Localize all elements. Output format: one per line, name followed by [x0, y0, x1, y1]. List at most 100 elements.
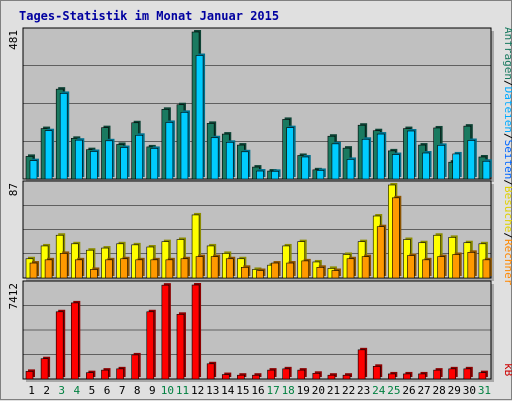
bar-rechner-day-5: [90, 269, 98, 279]
bar-dateien-day-27: [422, 152, 430, 180]
bar-rechner-day-22: [346, 258, 355, 279]
x-tick-label-day-22: 22: [342, 384, 355, 397]
bar-rechner-day-13: [210, 256, 219, 279]
bar-kb-day-31: [478, 372, 487, 380]
x-tick-label-day-21: 21: [327, 384, 340, 397]
bar-kb-day-13: [206, 363, 215, 380]
bar-kb-day-24: [372, 366, 381, 380]
x-tick-label-day-15: 15: [236, 384, 249, 397]
x-tick-label-day-27: 27: [417, 384, 430, 397]
x-tick-label-day-12: 12: [191, 384, 204, 397]
bar-rechner-day-9: [150, 259, 159, 279]
bar-dateien-day-4: [74, 139, 83, 180]
bar-kb-day-9: [146, 311, 155, 380]
side-legend-segment: /: [502, 80, 512, 87]
bar-kb-day-7: [116, 368, 124, 380]
bar-kb-day-18: [282, 368, 290, 380]
bar-kb-day-30: [463, 368, 472, 380]
x-tick-label-day-13: 13: [206, 384, 219, 397]
x-tick-label-day-16: 16: [251, 384, 264, 397]
bar-kb-day-14: [221, 374, 230, 380]
x-tick-label-day-20: 20: [312, 384, 325, 397]
bar-kb-day-20: [312, 372, 321, 380]
bar-dateien-day-17: [271, 171, 279, 180]
x-tick-label-day-28: 28: [433, 384, 446, 397]
bar-dateien-day-16: [256, 170, 264, 180]
side-legend-segment: Seiten: [502, 140, 512, 180]
x-tick-label-day-25: 25: [387, 384, 400, 397]
bar-kb-day-29: [448, 368, 457, 380]
side-legend-segment: Rechner: [502, 239, 512, 286]
bar-rechner-day-1: [29, 262, 38, 279]
bar-rechner-day-31: [482, 259, 491, 279]
x-tick-label-day-19: 19: [297, 384, 310, 397]
bar-kb-day-17: [267, 369, 275, 380]
bar-kb-day-8: [131, 354, 139, 380]
bar-kb-day-11: [176, 314, 185, 380]
side-legend-segment: Anfragen: [502, 27, 512, 80]
bar-kb-day-27: [418, 373, 426, 380]
bar-dateien-day-9: [150, 148, 159, 180]
x-tick-label-day-14: 14: [221, 384, 235, 397]
bar-rechner-day-16: [256, 270, 264, 279]
bar-dateien-day-8: [135, 134, 143, 180]
x-tick-label-day-9: 9: [149, 384, 156, 397]
bar-dateien-day-11: [180, 112, 189, 180]
chart-title: Tages-Statistik im Monat Januar 2015: [19, 9, 279, 23]
bar-rechner-day-17: [271, 262, 279, 279]
bar-kb-day-15: [237, 374, 245, 380]
bar-dateien-day-6: [105, 140, 113, 180]
bar-dateien-day-25: [392, 154, 400, 180]
x-tick-label-day-26: 26: [402, 384, 415, 397]
bar-dateien-day-24: [376, 133, 385, 180]
bar-dateien-day-23: [361, 138, 370, 180]
bar-kb-day-28: [433, 369, 441, 380]
bar-rechner-day-25: [392, 197, 400, 279]
bar-rechner-day-15: [241, 267, 249, 279]
bar-rechner-day-21: [331, 270, 340, 279]
side-legend-kb: kB: [502, 363, 512, 377]
x-tick-label-day-24: 24: [372, 384, 386, 397]
x-tick-label-day-18: 18: [282, 384, 295, 397]
side-legend-segment: /: [502, 232, 512, 239]
side-legend-segment: /: [502, 179, 512, 186]
bar-dateien-day-20: [316, 170, 325, 180]
x-tick-label-day-7: 7: [119, 384, 126, 397]
bar-dateien-day-28: [437, 145, 445, 180]
bar-rechner-day-12: [195, 256, 204, 279]
bar-rechner-day-28: [437, 256, 445, 279]
x-tick-label-day-8: 8: [134, 384, 141, 397]
bar-rechner-day-6: [105, 259, 113, 279]
bar-kb-day-19: [297, 369, 306, 380]
bar-kb-day-10: [161, 284, 170, 380]
bar-kb-day-3: [55, 311, 64, 380]
bar-kb-day-26: [403, 373, 411, 380]
bar-rechner-day-18: [286, 262, 294, 279]
bar-kb-day-21: [327, 374, 336, 380]
bar-kb-day-5: [86, 372, 94, 380]
bar-besuche-day-5: [86, 249, 94, 279]
bar-rechner-day-26: [407, 255, 415, 279]
bar-dateien-day-31: [482, 160, 491, 180]
bar-kb-day-2: [40, 358, 49, 380]
bar-dateien-day-29: [452, 153, 461, 180]
side-legend-segment: Besuche: [502, 186, 512, 232]
y-max-label: 481: [7, 30, 20, 50]
bar-dateien-day-5: [90, 151, 98, 180]
bar-rechner-day-24: [376, 226, 385, 279]
x-tick-label-day-2: 2: [43, 384, 50, 397]
bar-dateien-day-30: [467, 140, 476, 180]
bar-rechner-day-20: [316, 267, 325, 279]
x-tick-label-day-30: 30: [463, 384, 476, 397]
bar-rechner-day-14: [225, 258, 234, 279]
y-max-label: 7412: [7, 283, 20, 310]
bar-rechner-day-2: [44, 259, 53, 279]
x-tick-label-day-17: 17: [266, 384, 279, 397]
bar-dateien-day-15: [241, 151, 249, 180]
x-tick-label-day-31: 31: [478, 384, 491, 397]
bar-kb-day-23: [357, 349, 366, 380]
side-legend-segment: /: [502, 133, 512, 140]
bar-dateien-day-18: [286, 127, 294, 180]
bar-kb-day-12: [191, 284, 200, 380]
